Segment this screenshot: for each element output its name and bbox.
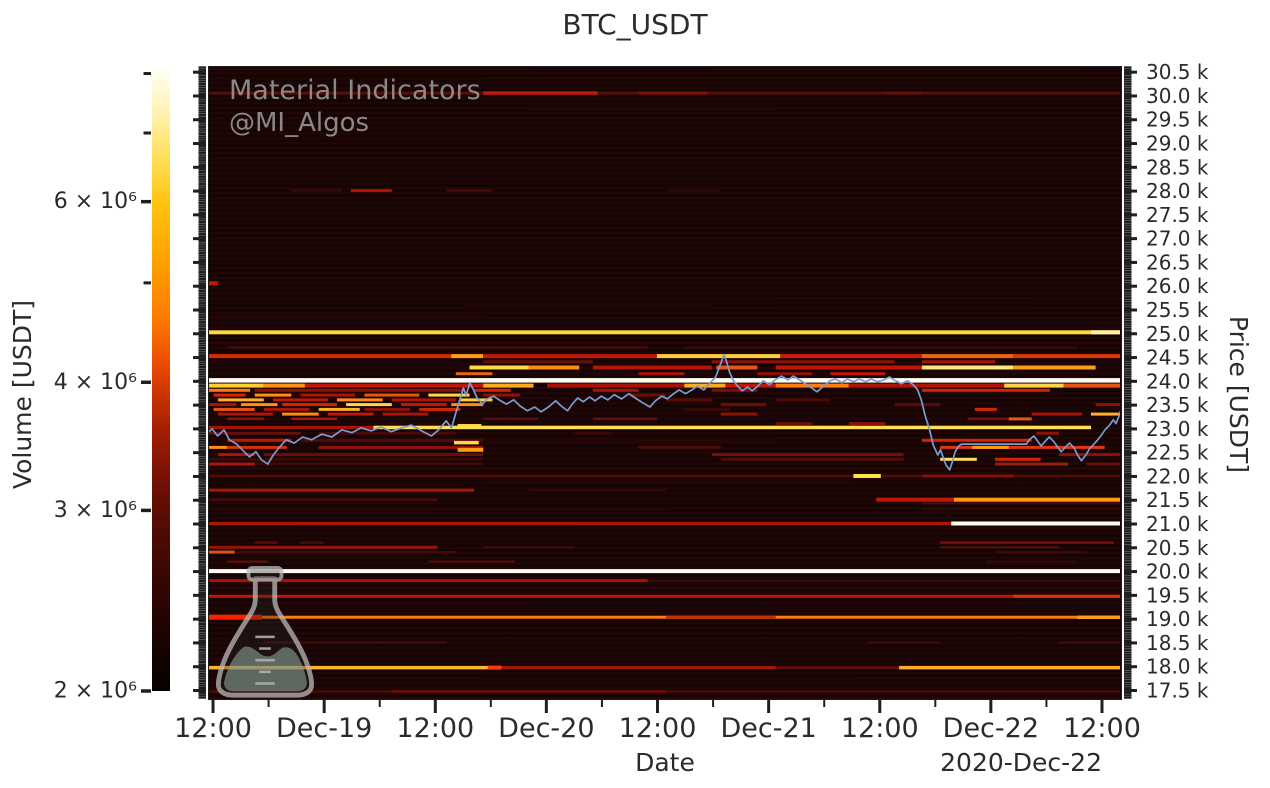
svg-text:Dec-19: Dec-19: [276, 713, 372, 744]
svg-text:23.5 k: 23.5 k: [1146, 393, 1209, 417]
svg-text:20.5 k: 20.5 k: [1146, 536, 1209, 560]
flask-logo-icon: [215, 565, 315, 698]
svg-text:25.0 k: 25.0 k: [1146, 322, 1209, 346]
svg-text:27.5 k: 27.5 k: [1146, 203, 1209, 227]
svg-text:23.0 k: 23.0 k: [1146, 417, 1209, 441]
svg-text:19.0 k: 19.0 k: [1146, 607, 1209, 631]
svg-text:6 × 10⁶: 6 × 10⁶: [54, 189, 137, 214]
svg-text:19.5 k: 19.5 k: [1146, 583, 1209, 607]
svg-text:Dec-22: Dec-22: [943, 713, 1039, 744]
svg-text:20.0 k: 20.0 k: [1146, 560, 1209, 584]
svg-text:22.0 k: 22.0 k: [1146, 464, 1209, 488]
svg-text:4 × 10⁶: 4 × 10⁶: [54, 370, 137, 395]
svg-text:Dec-21: Dec-21: [720, 713, 816, 744]
volume-colorbar: [152, 68, 170, 691]
price-axis-label: Price [USDT]: [1224, 315, 1254, 473]
heatmap-plot-area: Material Indicators @MI_Algos: [208, 66, 1122, 700]
svg-text:18.0 k: 18.0 k: [1146, 655, 1209, 679]
svg-text:Dec-20: Dec-20: [498, 713, 594, 744]
svg-text:12:00: 12:00: [619, 713, 697, 744]
svg-text:30.5 k: 30.5 k: [1146, 60, 1209, 84]
svg-text:30.0 k: 30.0 k: [1146, 84, 1209, 108]
svg-text:18.5 k: 18.5 k: [1146, 631, 1209, 655]
watermark-line1: Material Indicators: [229, 75, 481, 106]
chart-title: BTC_USDT: [562, 8, 708, 41]
svg-text:17.5 k: 17.5 k: [1146, 678, 1209, 702]
x-axis-end-date-label: 2020-Dec-22: [940, 748, 1102, 777]
svg-text:12:00: 12:00: [396, 713, 474, 744]
svg-text:24.0 k: 24.0 k: [1146, 369, 1209, 393]
svg-text:26.0 k: 26.0 k: [1146, 274, 1209, 298]
heatmap-canvas: [209, 68, 1120, 693]
svg-text:12:00: 12:00: [841, 713, 919, 744]
svg-text:12:00: 12:00: [174, 713, 252, 744]
svg-text:29.5 k: 29.5 k: [1146, 108, 1209, 132]
svg-text:24.5 k: 24.5 k: [1146, 346, 1209, 370]
svg-text:26.5 k: 26.5 k: [1146, 250, 1209, 274]
svg-text:21.5 k: 21.5 k: [1146, 488, 1209, 512]
heatmap-row-texture: [209, 67, 1121, 699]
watermark: Material Indicators @MI_Algos: [229, 75, 481, 140]
svg-text:25.5 k: 25.5 k: [1146, 298, 1209, 322]
svg-text:27.0 k: 27.0 k: [1146, 227, 1209, 251]
svg-text:2 × 10⁶: 2 × 10⁶: [54, 679, 137, 704]
svg-text:29.0 k: 29.0 k: [1146, 132, 1209, 156]
svg-text:28.0 k: 28.0 k: [1146, 179, 1209, 203]
svg-text:22.5 k: 22.5 k: [1146, 441, 1209, 465]
svg-text:21.0 k: 21.0 k: [1146, 512, 1209, 536]
svg-text:28.5 k: 28.5 k: [1146, 155, 1209, 179]
watermark-line2: @MI_Algos: [229, 107, 370, 138]
svg-text:3 × 10⁶: 3 × 10⁶: [54, 498, 137, 523]
x-axis-label: Date: [635, 748, 695, 777]
svg-text:12:00: 12:00: [1063, 713, 1141, 744]
